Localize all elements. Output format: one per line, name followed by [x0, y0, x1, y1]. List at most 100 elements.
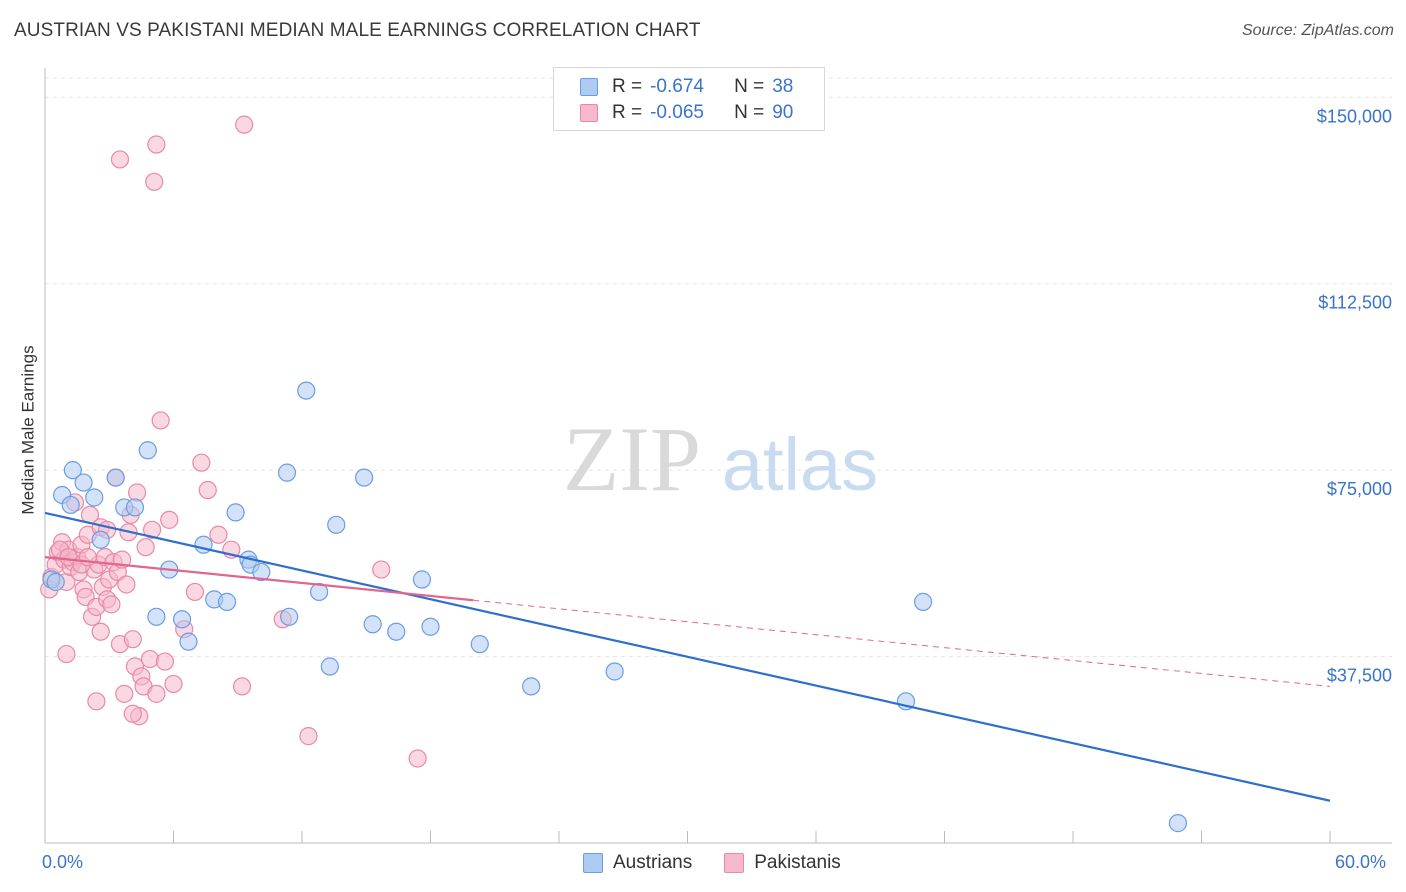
pakistani-point: [117, 575, 136, 594]
series-legend: Austrians Pakistanis: [583, 852, 873, 874]
legend-r-value: -0.065: [650, 102, 704, 123]
austrian-point: [74, 473, 93, 492]
austrian-point: [320, 657, 339, 676]
pakistani-point: [87, 692, 106, 711]
austrian-point: [297, 381, 316, 400]
pakistani-point: [136, 538, 155, 557]
y-tick-label: $37,500: [1327, 666, 1392, 686]
y-axis-label: Median Male Earnings: [19, 345, 38, 515]
austrian-point: [277, 463, 297, 482]
pakistani-point: [91, 622, 110, 641]
pakistanis-trend-extension: [473, 599, 1331, 687]
pakistani-point: [155, 652, 175, 671]
austrian-point: [412, 570, 432, 589]
pakistani-point: [142, 520, 162, 539]
austrian-point: [85, 488, 104, 507]
legend-row-pakistanis: R = -0.065 N = 90: [580, 101, 793, 125]
pakistani-point: [123, 704, 142, 723]
pakistanis-legend-swatch: [724, 853, 745, 873]
pakistanis-trend-line: [44, 556, 474, 602]
austrians-trend-line: [44, 511, 1331, 802]
legend-r-value: -0.674: [650, 76, 704, 97]
legend-n-value: 38: [772, 76, 794, 97]
austrian-point: [470, 635, 489, 654]
legend-n-label: N =: [734, 102, 765, 123]
austrian-point: [355, 468, 374, 487]
pakistani-point: [147, 684, 166, 703]
x-tick-label-max: 60.0%: [1335, 852, 1387, 872]
watermark-atlas: atlas: [722, 423, 878, 506]
austrian-point: [310, 582, 329, 602]
austrian-point: [226, 503, 245, 522]
legend-r-label: R =: [612, 76, 643, 97]
pakistani-point: [192, 453, 211, 472]
pakistani-point: [110, 150, 130, 169]
austrian-point: [63, 461, 82, 480]
pakistani-point: [185, 582, 205, 602]
pakistani-point: [151, 411, 170, 430]
series-legend-austrians[interactable]: Austrians: [583, 852, 692, 874]
y-axis-label-wrap: Median Male Earnings: [14, 150, 44, 710]
austrian-point: [91, 530, 110, 549]
austrians-points: [42, 381, 1188, 833]
pakistani-point: [123, 630, 142, 649]
austrian-point: [179, 632, 198, 651]
legend-n-label: N =: [734, 76, 765, 97]
austrian-point: [252, 562, 271, 582]
series-legend-pakistanis[interactable]: Pakistanis: [724, 852, 841, 874]
axes: [44, 68, 1392, 844]
austrian-point: [172, 610, 192, 629]
pakistani-point: [232, 677, 252, 696]
y-tick-label: $75,000: [1327, 479, 1392, 499]
pakistani-point: [127, 483, 147, 502]
austrian-point: [363, 615, 382, 634]
austrian-point: [46, 572, 65, 592]
pakistani-point: [145, 172, 164, 191]
y-tick-label: $112,500: [1318, 293, 1392, 313]
pakistani-point: [147, 135, 166, 154]
pakistani-point: [198, 480, 217, 500]
watermark: ZIP atlas: [563, 408, 878, 510]
series-name-pakistanis: Pakistanis: [754, 852, 841, 873]
legend-n-value: 90: [772, 102, 794, 123]
austrians-legend-swatch: [583, 853, 603, 873]
pakistani-point: [299, 727, 318, 746]
chart-source: Source: ZipAtlas.com: [1241, 22, 1394, 39]
austrians-swatch: [580, 78, 598, 96]
pakistanis-swatch: [580, 104, 598, 122]
pakistani-point: [164, 674, 183, 694]
pakistani-point: [102, 595, 121, 614]
austrian-point: [605, 662, 624, 681]
austrian-point: [106, 468, 125, 487]
pakistani-point: [372, 560, 391, 579]
y-tick-labels: $37,500 $75,000 $112,500 $150,000: [1317, 106, 1392, 685]
legend-row-austrians: R = -0.674 N = 38: [580, 75, 793, 99]
austrian-point: [125, 498, 145, 517]
austrian-point: [522, 677, 541, 696]
chart-title: AUSTRIAN VS PAKISTANI MEDIAN MALE EARNIN…: [14, 20, 701, 41]
austrian-point: [387, 622, 406, 641]
austrian-point: [1168, 814, 1188, 833]
pakistani-point: [57, 644, 76, 664]
pakistanis-points: [40, 115, 427, 768]
pakistani-point: [235, 115, 254, 134]
austrian-point: [421, 617, 440, 636]
pakistani-point: [115, 684, 134, 703]
y-tick-label: $150,000: [1317, 106, 1392, 126]
watermark-zip: ZIP: [563, 408, 701, 510]
correlation-legend: R = -0.674 N = 38 R = -0.065 N = 90: [553, 67, 825, 131]
x-tick-label-min: 0.0%: [42, 852, 84, 872]
trend-lines: [44, 511, 1331, 802]
pakistani-point: [209, 525, 228, 544]
pakistani-point: [140, 649, 160, 669]
series-name-austrians: Austrians: [613, 852, 693, 873]
austrian-point: [280, 607, 299, 626]
austrian-point: [138, 441, 157, 460]
austrian-point: [327, 515, 346, 534]
pakistani-point: [160, 510, 179, 529]
austrian-point: [147, 607, 166, 626]
austrian-point: [61, 495, 80, 515]
pakistani-point: [408, 749, 427, 768]
austrian-point: [913, 592, 933, 611]
